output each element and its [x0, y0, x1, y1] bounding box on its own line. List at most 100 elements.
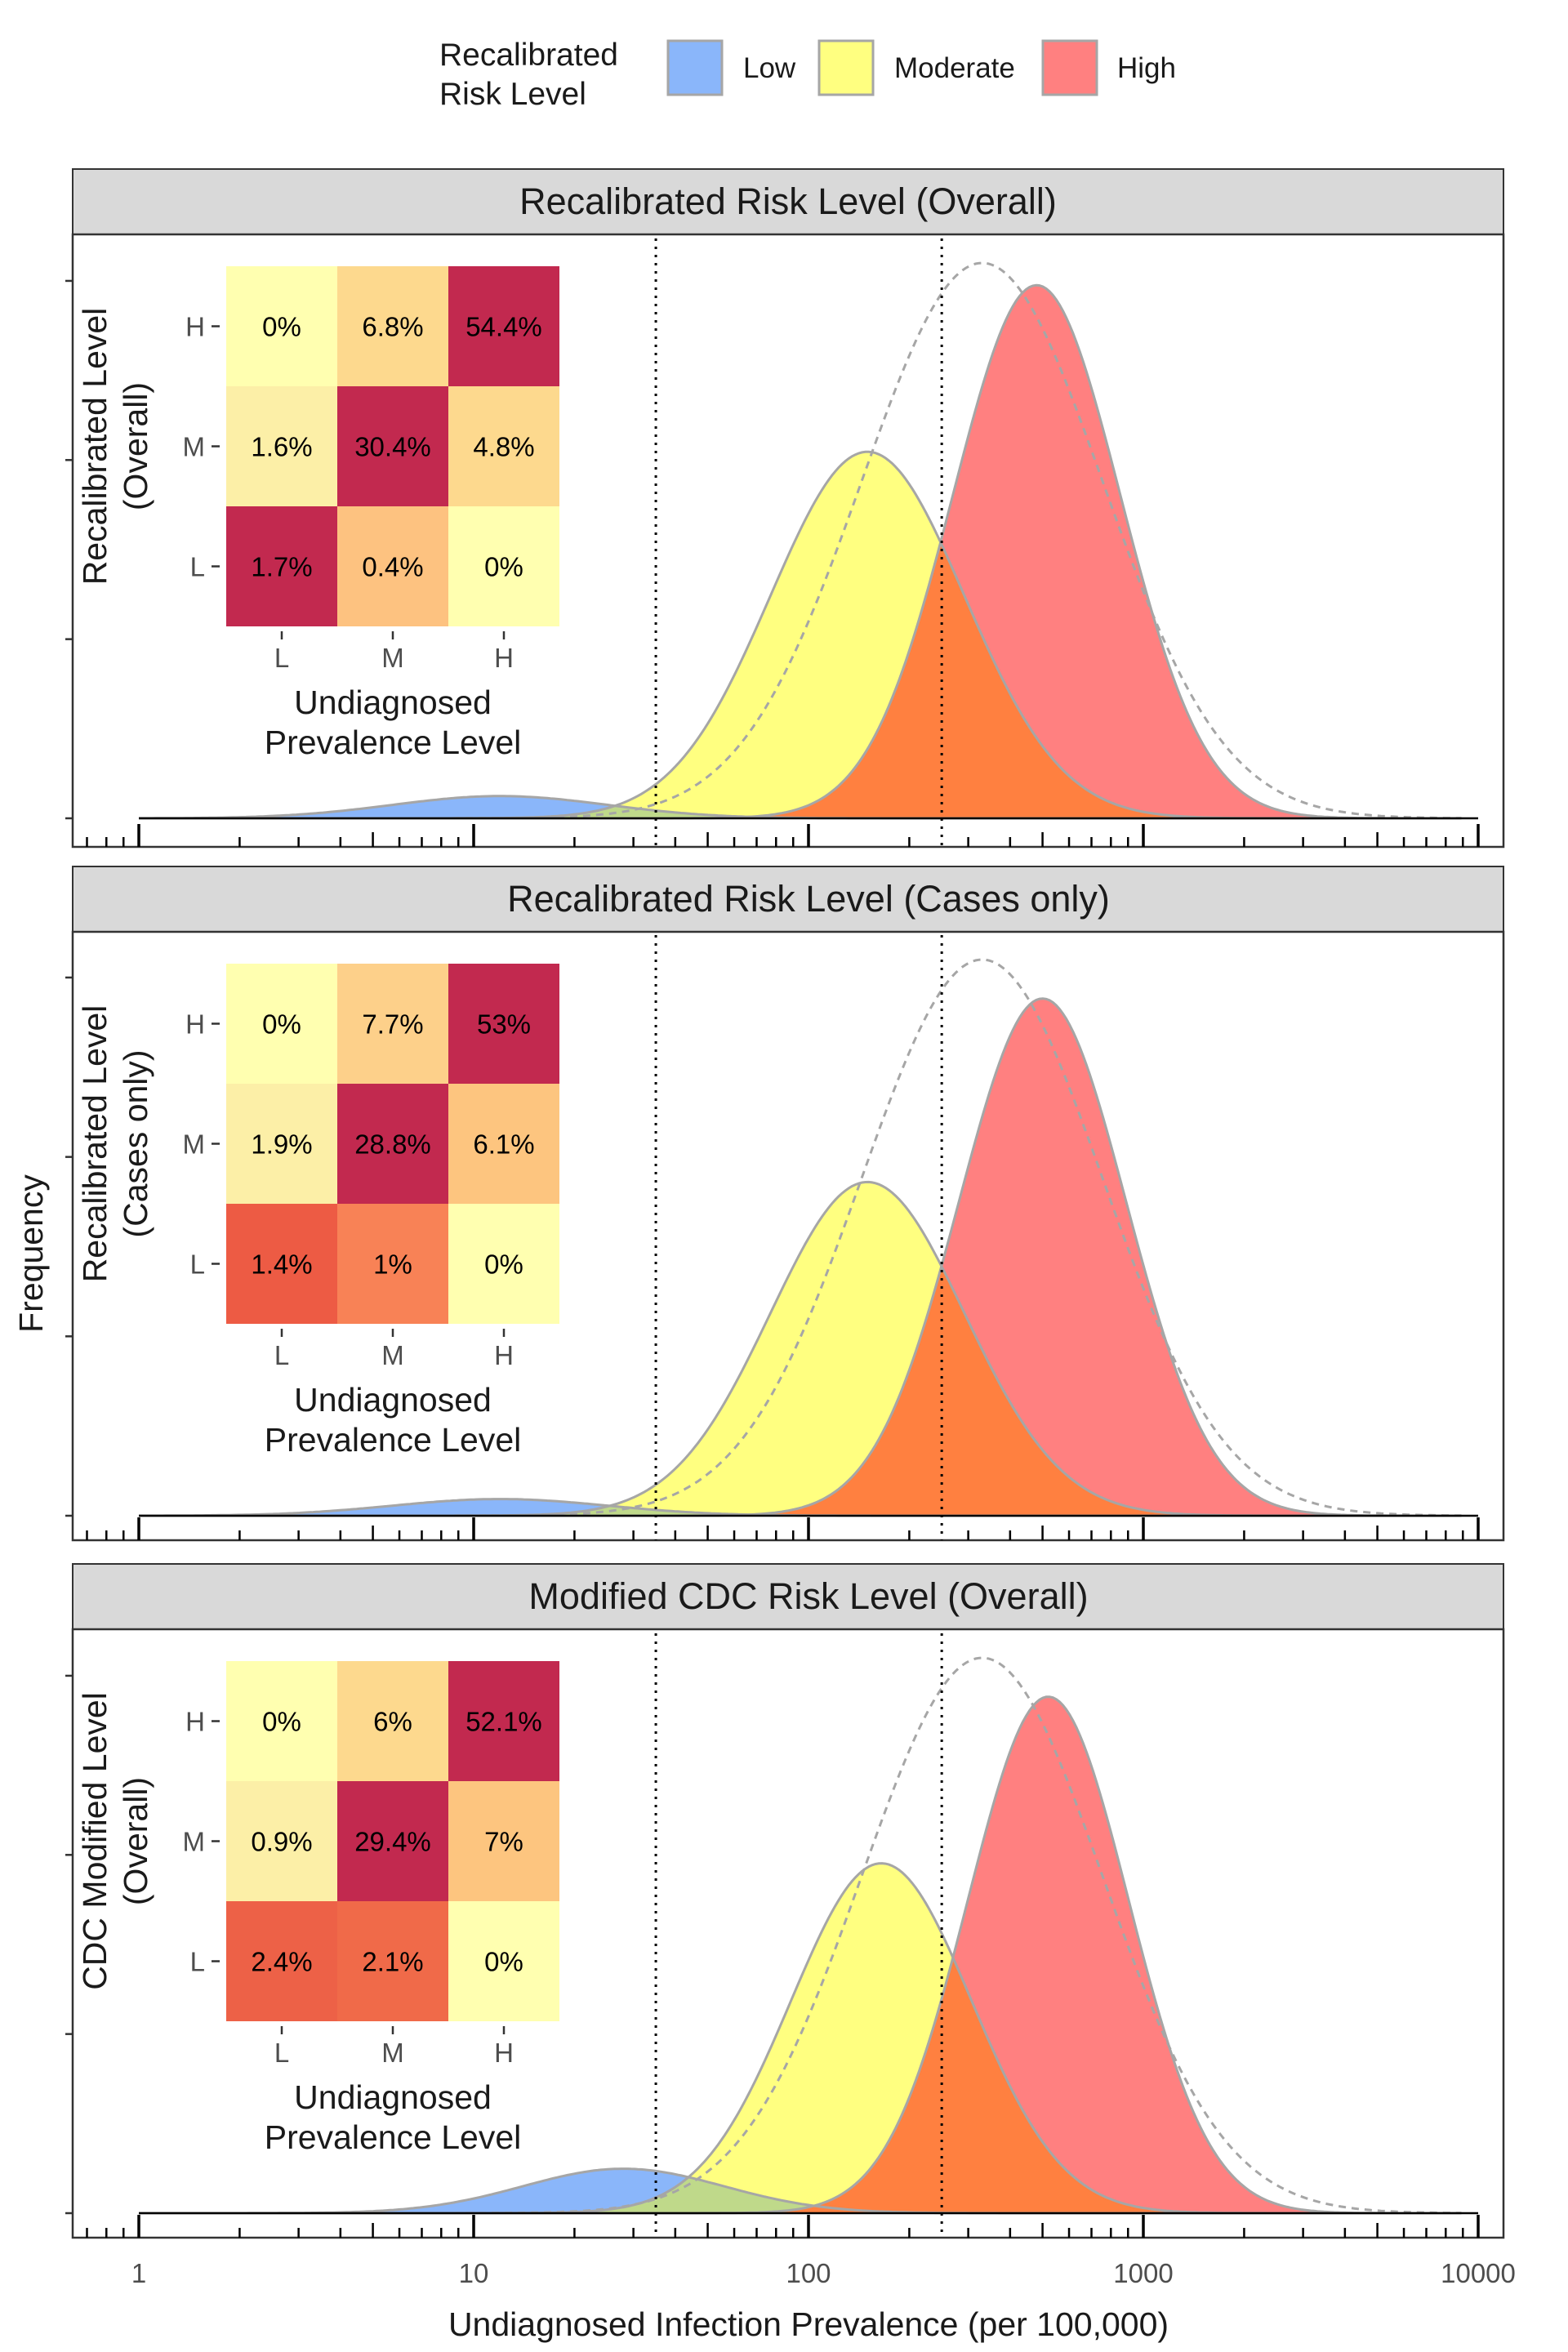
heatmap-cell-label: 0% [484, 1250, 523, 1280]
heatmap-x-title: Prevalence Level [265, 1421, 522, 1459]
heatmap-cell-label: 2.4% [251, 1947, 312, 1977]
heatmap-cell-label: 0% [262, 1707, 301, 1737]
heatmap-cell [337, 1781, 448, 1901]
series-moderate-area [139, 1182, 1462, 1516]
heatmap-x-title: Undiagnosed [294, 2078, 492, 2116]
heatmap-cell-label: 0% [262, 1009, 301, 1040]
panel-1-title: Recalibrated Risk Level (Overall) [519, 180, 1057, 222]
series-high-area [139, 1696, 1462, 2213]
heatmap-cell-label: 1.4% [251, 1250, 312, 1280]
heatmap-cell-label: 0% [484, 552, 523, 582]
x-tick-label: 10 [459, 2258, 489, 2288]
heatmap-cell [337, 1204, 448, 1324]
heatmap-row-label: M [183, 1129, 206, 1160]
y-axis-title: Frequency [12, 1174, 50, 1333]
panel-1-strip [72, 168, 1504, 235]
heatmap-cell-label: 1.7% [251, 552, 312, 582]
heatmap-row-label: H [185, 1009, 205, 1040]
heatmap-col-label: H [494, 2038, 514, 2068]
heatmap-cell-label: 30.4% [354, 432, 431, 462]
series-low-area [139, 2168, 1462, 2213]
legend-label-moderate: Moderate [894, 52, 1015, 84]
panel-3: Modified CDC Risk Level (Overall) 0% 6% 52… [65, 1563, 1505, 2239]
legend-label-high: High [1117, 52, 1176, 84]
heatmap-cell [448, 1901, 559, 2021]
heatmap-cell [226, 506, 337, 626]
panel-3-title: Modified CDC Risk Level (Overall) [528, 1575, 1088, 1617]
heatmap-col-label: L [274, 2038, 289, 2068]
heatmap-cell-label: 0% [262, 312, 301, 342]
x-tick-label: 1000 [1113, 2258, 1173, 2288]
heatmap-col-label: M [381, 2038, 404, 2068]
panel-1-inset: 0% 6.8% 54.4% 1.6% 30.4% 4.8% 1.7% 0.4% 0% H M L L M H… [76, 266, 559, 761]
heatmap-y-title: (Cases only) [117, 1049, 154, 1237]
heatmap-x-title: Prevalence Level [265, 2118, 522, 2156]
heatmap-x-title: Undiagnosed [294, 684, 492, 721]
heatmap-cell [226, 1661, 337, 1781]
heatmap-cell-label: 6.8% [362, 312, 423, 342]
heatmap-col-label: M [381, 643, 404, 673]
heatmap-cell [226, 266, 337, 386]
heatmap-row-label: L [190, 1250, 205, 1280]
heatmap-cell-label: 7% [484, 1827, 523, 1857]
heatmap-cell-label: 0.9% [251, 1827, 312, 1857]
legend: Recalibrated Risk Level Low Moderate Hig… [439, 38, 1176, 112]
heatmap-cell-label: 6.1% [473, 1129, 534, 1160]
heatmap-cell [448, 506, 559, 626]
series-low-area [139, 1499, 1462, 1516]
heatmap-cell [448, 1661, 559, 1781]
heatmap-cell [448, 266, 559, 386]
heatmap-cell-label: 2.1% [362, 1947, 423, 1977]
heatmap-col-label: H [494, 643, 514, 673]
series-total-line [139, 1656, 1462, 2215]
heatmap-cell [337, 1661, 448, 1781]
heatmap-y-title: CDC Modified Level [76, 1692, 114, 1990]
panel-1: Recalibrated Risk Level (Overall) 0% 6.8%… [65, 168, 1505, 849]
panel-2-title: Recalibrated Risk Level (Cases only) [507, 878, 1110, 920]
heatmap-col-label: H [494, 1340, 514, 1370]
x-axis-title: Undiagnosed Infection Prevalence (per 10… [448, 2305, 1169, 2343]
heatmap-cell [337, 266, 448, 386]
heatmap-row-label: L [190, 552, 205, 582]
heatmap-cell-label: 6% [373, 1707, 412, 1737]
heatmap-y-title: (Overall) [117, 1777, 154, 1905]
heatmap-col-label: M [381, 1340, 404, 1370]
panel-2: Recalibrated Risk Level (Cases only) 0% 7… [65, 866, 1505, 1542]
heatmap-cell-label: 53% [477, 1009, 531, 1040]
heatmap-cell [226, 1901, 337, 2021]
heatmap-cell [226, 1781, 337, 1901]
heatmap-cell-label: 7.7% [362, 1009, 423, 1040]
x-tick-label: 10000 [1441, 2258, 1516, 2288]
heatmap-cell [226, 1204, 337, 1324]
heatmap-row-label: L [190, 1947, 205, 1977]
series-total-line [139, 261, 1462, 820]
heatmap-row-label: H [185, 312, 205, 342]
heatmap-row-label: M [183, 1827, 206, 1857]
heatmap-cell [337, 1901, 448, 2021]
heatmap-cell [226, 964, 337, 1084]
series-moderate-area [139, 452, 1462, 818]
series-moderate-area [139, 1863, 1462, 2213]
panel-3-strip [72, 1563, 1504, 1630]
heatmap-cell [337, 1084, 448, 1204]
heatmap-cell [448, 1084, 559, 1204]
heatmap-cell [226, 386, 337, 506]
panel-3-plot [65, 1633, 1480, 2238]
heatmap-cell [337, 964, 448, 1084]
heatmap-cell [448, 964, 559, 1084]
heatmap-cell [337, 506, 448, 626]
series-high-area [139, 998, 1462, 1516]
legend-key-low [666, 39, 724, 96]
heatmap-row-label: M [183, 432, 206, 462]
series-high-area [139, 285, 1462, 818]
heatmap-cell-label: 4.8% [473, 432, 534, 462]
heatmap-y-title: (Overall) [117, 382, 154, 510]
heatmap-cell-label: 1.6% [251, 432, 312, 462]
heatmap-row-label: H [185, 1707, 205, 1737]
heatmap-cell-label: 54.4% [466, 312, 542, 342]
x-tick-label: 1 [131, 2258, 146, 2288]
heatmap-cell-label: 1% [373, 1250, 412, 1280]
